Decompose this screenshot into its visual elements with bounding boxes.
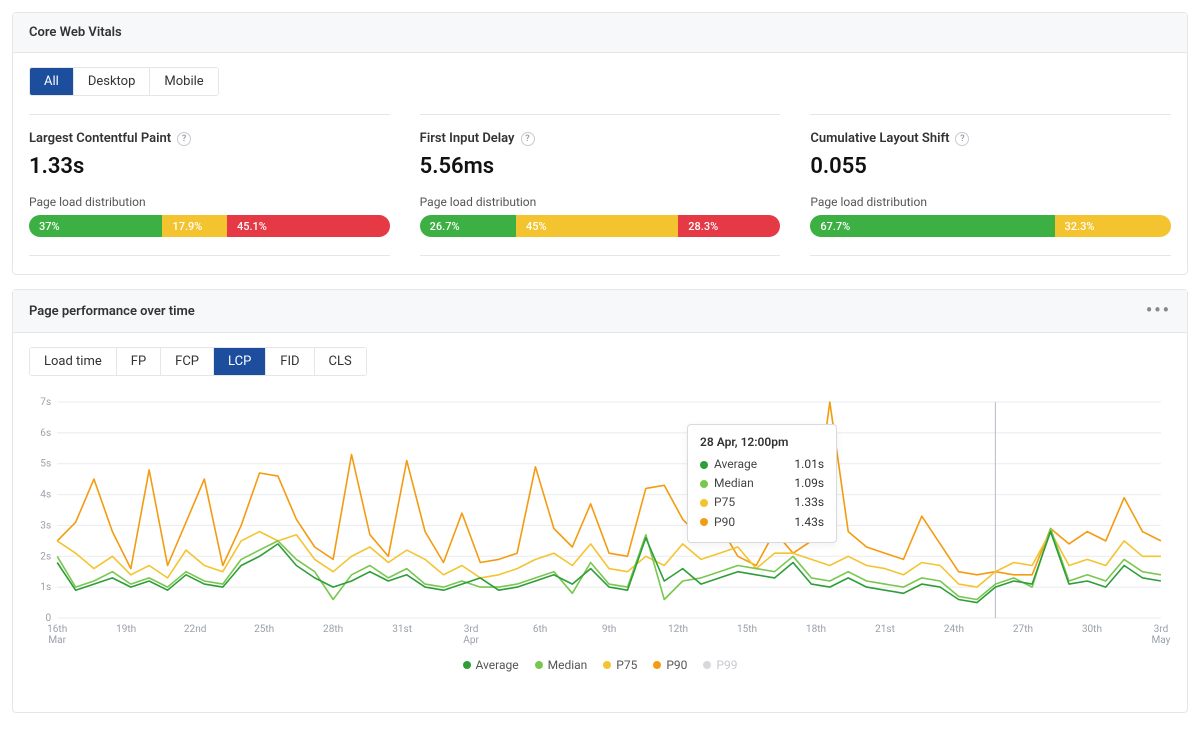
perf-tab-fid[interactable]: FID	[266, 348, 314, 375]
svg-text:24th: 24th	[944, 624, 964, 635]
perf-tooltip: 28 Apr, 12:00pm Average 1.01s Median 1.0…	[687, 424, 837, 543]
svg-text:Apr: Apr	[463, 635, 479, 646]
tooltip-row: Average 1.01s	[700, 455, 824, 474]
svg-text:6s: 6s	[40, 428, 51, 439]
vitals-title: Core Web Vitals	[29, 25, 122, 40]
perf-panel: Page performance over time ••• Load time…	[12, 289, 1188, 713]
svg-text:4s: 4s	[40, 490, 51, 501]
vitals-tab-mobile[interactable]: Mobile	[150, 68, 217, 95]
svg-text:7s: 7s	[40, 397, 51, 408]
core-web-vitals-panel: Core Web Vitals AllDesktopMobile Largest…	[12, 12, 1188, 275]
tooltip-row: P90 1.43s	[700, 513, 824, 532]
svg-text:5s: 5s	[40, 459, 51, 470]
dist-label: Page load distribution	[420, 195, 781, 209]
svg-text:28th: 28th	[323, 624, 343, 635]
perf-tab-cls[interactable]: CLS	[315, 348, 366, 375]
perf-title: Page performance over time	[29, 304, 195, 319]
dist-seg-poor: 28.3%	[678, 215, 780, 237]
dist-seg-needs_improvement: 32.3%	[1055, 215, 1171, 237]
dist-seg-good: 67.7%	[810, 215, 1054, 237]
dist-bar: 37%17.9%45.1%	[29, 215, 390, 237]
svg-text:15th: 15th	[737, 624, 757, 635]
svg-text:22nd: 22nd	[184, 624, 207, 635]
dist-bar: 26.7%45%28.3%	[420, 215, 781, 237]
svg-text:19th: 19th	[116, 624, 136, 635]
perf-tabs: Load timeFPFCPLCPFIDCLS	[29, 347, 367, 376]
tooltip-row: P75 1.33s	[700, 493, 824, 512]
vitals-tab-desktop[interactable]: Desktop	[74, 68, 151, 95]
perf-tab-fcp[interactable]: FCP	[161, 348, 214, 375]
perf-legend: Average Median P75 P90 P99	[29, 658, 1171, 672]
metric-card: First Input Delay? 5.56ms Page load distri…	[420, 114, 781, 256]
svg-text:3s: 3s	[40, 520, 51, 531]
legend-item-p99[interactable]: P99	[703, 658, 737, 672]
svg-text:25th: 25th	[254, 624, 274, 635]
help-icon[interactable]: ?	[177, 132, 191, 146]
perf-chart-container: 0 1s 2s 3s 4s 5s 6s 7s 16thMar 19th 22nd 25th 28th 31…	[29, 394, 1171, 694]
perf-body: Load timeFPFCPLCPFIDCLS 0 1s 2s 3s 4s 5s 6s 7s 1…	[13, 333, 1187, 712]
more-icon[interactable]: •••	[1146, 302, 1171, 320]
dist-label: Page load distribution	[810, 195, 1171, 209]
svg-text:12th: 12th	[668, 624, 688, 635]
tooltip-title: 28 Apr, 12:00pm	[700, 435, 824, 449]
perf-header: Page performance over time •••	[13, 290, 1187, 333]
tooltip-row: Median 1.09s	[700, 474, 824, 493]
svg-text:1s: 1s	[40, 582, 51, 593]
svg-text:18th: 18th	[806, 624, 826, 635]
metric-title: Largest Contentful Paint?	[29, 131, 390, 146]
vitals-metrics-row: Largest Contentful Paint? 1.33s Page load …	[29, 114, 1171, 256]
metric-card: Largest Contentful Paint? 1.33s Page load …	[29, 114, 390, 256]
help-icon[interactable]: ?	[955, 132, 969, 146]
svg-text:16th: 16th	[47, 624, 67, 635]
perf-tab-load-time[interactable]: Load time	[30, 348, 117, 375]
dist-seg-poor: 45.1%	[227, 215, 390, 237]
legend-item-p90[interactable]: P90	[653, 658, 687, 672]
legend-item-median[interactable]: Median	[535, 658, 588, 672]
metric-title: Cumulative Layout Shift?	[810, 131, 1171, 146]
perf-tab-fp[interactable]: FP	[117, 348, 161, 375]
svg-text:0: 0	[45, 613, 51, 624]
metric-card: Cumulative Layout Shift? 0.055 Page load d…	[810, 114, 1171, 256]
svg-text:May: May	[1151, 635, 1170, 646]
metric-title: First Input Delay?	[420, 131, 781, 146]
dist-bar: 67.7%32.3%	[810, 215, 1171, 237]
vitals-body: AllDesktopMobile Largest Contentful Pain…	[13, 53, 1187, 274]
perf-line-chart: 0 1s 2s 3s 4s 5s 6s 7s 16thMar 19th 22nd 25th 28th 31…	[29, 394, 1171, 654]
dist-seg-good: 26.7%	[420, 215, 516, 237]
dist-seg-needs_improvement: 45%	[516, 215, 678, 237]
svg-text:2s: 2s	[40, 551, 51, 562]
dist-seg-needs_improvement: 17.9%	[162, 215, 227, 237]
dist-seg-good: 37%	[29, 215, 162, 237]
help-icon[interactable]: ?	[521, 132, 535, 146]
vitals-header: Core Web Vitals	[13, 13, 1187, 53]
svg-text:27th: 27th	[1013, 624, 1033, 635]
metric-value: 1.33s	[29, 154, 390, 179]
svg-text:31st: 31st	[392, 624, 412, 635]
metric-value: 5.56ms	[420, 154, 781, 179]
svg-text:9th: 9th	[602, 624, 616, 635]
dist-label: Page load distribution	[29, 195, 390, 209]
legend-item-average[interactable]: Average	[463, 658, 519, 672]
svg-text:21st: 21st	[875, 624, 895, 635]
svg-text:Mar: Mar	[48, 635, 66, 646]
vitals-tab-all[interactable]: All	[30, 68, 74, 95]
vitals-tabs: AllDesktopMobile	[29, 67, 219, 96]
legend-item-p75[interactable]: P75	[603, 658, 637, 672]
svg-text:30th: 30th	[1082, 624, 1102, 635]
perf-tab-lcp[interactable]: LCP	[214, 348, 266, 375]
svg-text:3rd: 3rd	[1154, 624, 1169, 635]
svg-text:3rd: 3rd	[464, 624, 479, 635]
svg-text:6th: 6th	[533, 624, 547, 635]
metric-value: 0.055	[810, 154, 1171, 179]
